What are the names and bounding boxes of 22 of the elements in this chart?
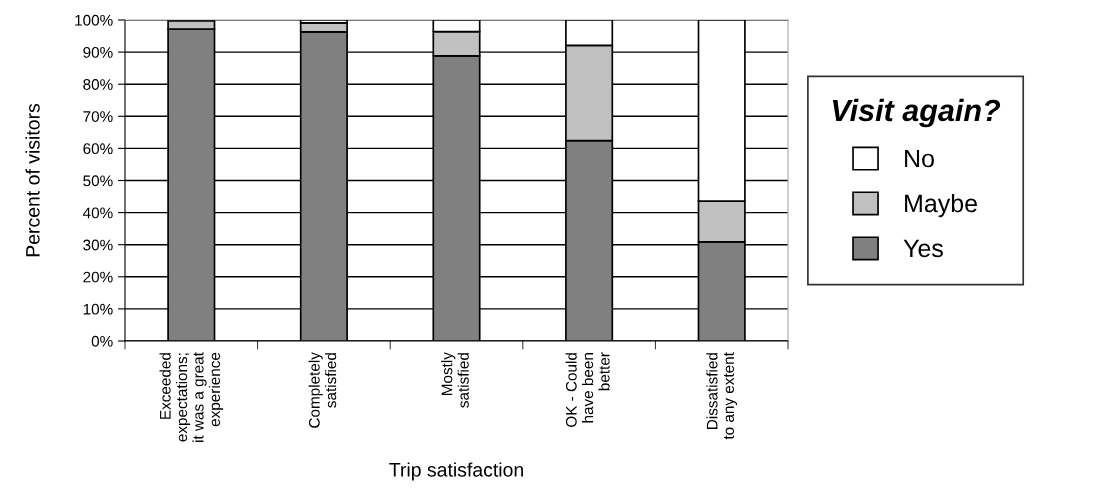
y-tick-label: 90% xyxy=(83,46,113,58)
y-tick-label: 10% xyxy=(83,303,113,315)
legend-title: Visit again? xyxy=(832,98,1001,128)
y-tick-label: 70% xyxy=(83,111,113,122)
y-tick-label: 80% xyxy=(83,79,113,90)
x-tick-label: Dissatisfied to any extent xyxy=(706,352,738,440)
y-tick-label: 60% xyxy=(83,143,113,155)
legend-label: Maybe xyxy=(905,193,977,218)
legend-label: Yes xyxy=(903,239,943,258)
y-tick-label: 30% xyxy=(83,239,113,251)
x-tick-label: Completely satisfied xyxy=(308,352,337,428)
x-axis-title: Trip satisfaction xyxy=(389,462,523,481)
legend-label: No xyxy=(905,149,934,168)
y-tick-label: 50% xyxy=(83,175,113,187)
y-tick-label: 0% xyxy=(91,335,113,347)
y-axis-title: Percent of visitors xyxy=(25,103,40,257)
y-tick-label: 20% xyxy=(83,271,113,283)
y-tick-label: 40% xyxy=(82,207,113,219)
x-tick-label: Exceeded expectations; it was a great experience xyxy=(159,352,224,442)
x-tick-label: Mostly satisfied xyxy=(441,352,469,408)
x-tick-label: OK - Could have been better xyxy=(565,352,610,427)
y-tick-label: 100% xyxy=(75,14,113,26)
